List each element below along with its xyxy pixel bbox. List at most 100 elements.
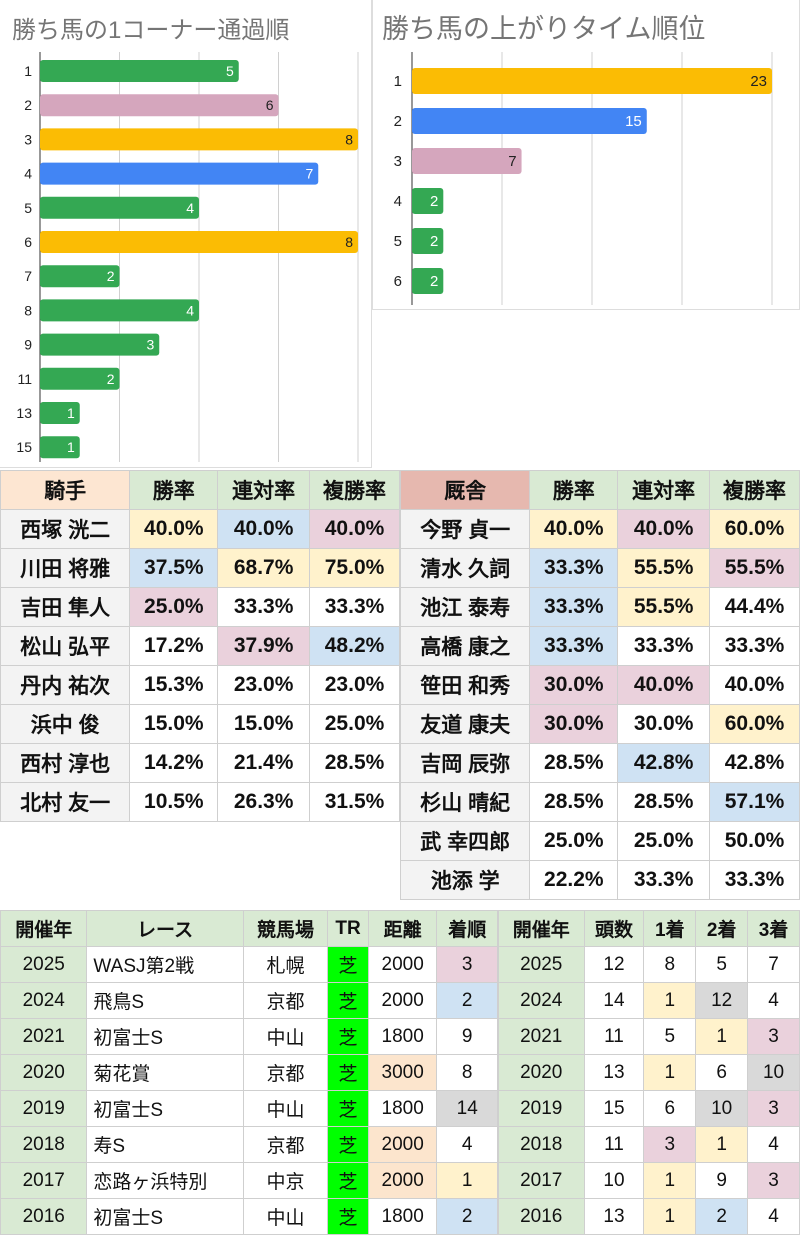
second-place-cell: 2	[695, 1198, 749, 1235]
table-row: 北村 友一 10.5% 26.3% 31.5%	[0, 782, 400, 822]
header-row: 厩舎 勝率 連対率 複勝率	[399, 470, 800, 510]
column-header: 勝率	[529, 470, 619, 510]
jockey-table: 騎手 勝率 連対率 複勝率 西塚 洸二 40.0% 40.0% 40.0% 川田 将雅 37.5%…	[0, 470, 400, 822]
name-cell: 北村 友一	[0, 782, 131, 822]
chart-title: 勝ち馬の上がりタイム順位	[382, 14, 705, 44]
rate-cell: 33.3%	[617, 626, 711, 666]
table-row: 池添 学 22.2% 33.3% 33.3%	[399, 860, 800, 900]
category-tick-label: 4	[394, 193, 402, 210]
table-row: 2016 初富士S 中山芝 1800 2	[0, 1198, 498, 1235]
name-cell: 松山 弘平	[0, 626, 131, 666]
distance-cell: 2000	[367, 982, 438, 1019]
data-label: 7	[508, 153, 516, 170]
distance-cell: 3000	[367, 1054, 438, 1091]
rate-cell: 25.0%	[309, 704, 400, 744]
header-row: 開催年 頭数 1着 2着 3着	[498, 910, 800, 947]
bar	[40, 333, 160, 356]
table-row: 吉田 隼人 25.0% 33.3% 33.3%	[0, 587, 400, 627]
first-place-cell: 6	[643, 1090, 697, 1127]
table-row: 池江 泰寿 33.3% 55.5% 44.4%	[399, 587, 800, 627]
rate-cell: 30.0%	[529, 704, 619, 744]
name-cell: 今野 貞一	[399, 509, 531, 549]
first-place-cell: 1	[643, 1054, 697, 1091]
race-history-table: 開催年 レース 競馬場 TR 距離 着順 2025 WASJ第2戦 札幌芝 2000 3 2024 飛鳥…	[0, 910, 498, 1235]
finish-position-cell: 9	[436, 1018, 498, 1055]
race-name-cell: WASJ第2戦	[86, 946, 244, 983]
rate-cell: 60.0%	[709, 509, 800, 549]
track-type-cell: 芝	[327, 1054, 369, 1091]
data-label: 5	[226, 63, 234, 79]
course-cell: 京都	[242, 982, 329, 1019]
distance-cell: 1800	[367, 1018, 438, 1055]
category-tick-label: 2	[394, 113, 402, 130]
rate-cell: 26.3%	[217, 782, 311, 822]
table-row: 丹内 祐次 15.3% 23.0% 23.0%	[0, 665, 400, 705]
category-tick-label: 1	[24, 63, 32, 79]
name-cell: 友道 康夫	[399, 704, 531, 744]
year-cell: 2025	[0, 946, 88, 983]
table-row: 友道 康夫 30.0% 30.0% 60.0%	[399, 704, 800, 744]
rate-cell: 23.0%	[217, 665, 311, 705]
rate-cell: 55.5%	[709, 548, 800, 588]
first-place-cell: 5	[643, 1018, 697, 1055]
table-row: 2016 13 1 2 4	[498, 1198, 800, 1235]
bar	[40, 162, 319, 185]
data-label: 2	[430, 273, 438, 290]
rate-cell: 55.5%	[617, 587, 711, 627]
second-place-cell: 6	[695, 1054, 749, 1091]
column-header: 着順	[436, 910, 498, 947]
course-cell: 中山	[242, 1198, 329, 1235]
track-type-cell: 芝	[327, 1198, 369, 1235]
rate-cell: 40.0%	[617, 665, 711, 705]
bar	[40, 299, 199, 322]
year-cell: 2018	[498, 1126, 585, 1163]
category-tick-label: 1	[394, 73, 402, 90]
category-tick-label: 6	[24, 234, 32, 250]
bar	[40, 231, 358, 253]
rate-cell: 30.0%	[529, 665, 619, 705]
name-cell: 杉山 晴紀	[399, 782, 531, 822]
category-tick-label: 2	[24, 97, 32, 113]
rate-cell: 37.9%	[217, 626, 311, 666]
year-cell: 2020	[0, 1054, 88, 1091]
year-cell: 2019	[498, 1090, 585, 1127]
data-label: 4	[186, 200, 194, 216]
column-header: 2着	[695, 910, 749, 947]
name-cell: 武 幸四郎	[399, 821, 531, 861]
name-cell: 川田 将雅	[0, 548, 131, 588]
bar	[412, 228, 444, 254]
table-row: 2018 11 3 1 4	[498, 1126, 800, 1163]
rate-cell: 23.0%	[309, 665, 400, 705]
column-header: 開催年	[498, 910, 585, 947]
bar	[412, 148, 522, 174]
first-place-cell: 1	[643, 1198, 697, 1235]
course-cell: 京都	[242, 1126, 329, 1163]
data-label: 3	[146, 337, 154, 353]
data-label: 2	[430, 233, 438, 250]
rate-cell: 28.5%	[529, 782, 619, 822]
third-place-cell: 10	[747, 1054, 800, 1091]
name-cell: 丹内 祐次	[0, 665, 131, 705]
rate-cell: 17.2%	[129, 626, 219, 666]
runners-cell: 14	[583, 982, 645, 1019]
rate-cell: 33.3%	[217, 587, 311, 627]
category-tick-label: 4	[24, 166, 32, 182]
distance-cell: 2000	[367, 946, 438, 983]
rate-cell: 40.0%	[309, 509, 400, 549]
third-place-cell: 4	[747, 1198, 800, 1235]
track-type-cell: 芝	[327, 982, 369, 1019]
chart-final-time-rank: 勝ち馬の上がりタイム順位 1 23 2 15 3 7 4 2 5 2 6 2	[382, 14, 773, 305]
race-name-cell: 初富士S	[86, 1198, 244, 1235]
bar	[412, 268, 444, 294]
track-type-cell: 芝	[327, 946, 369, 983]
column-header: 連対率	[617, 470, 711, 510]
year-cell: 2017	[498, 1162, 585, 1199]
table-row: 2024 飛鳥S 京都芝 2000 2	[0, 982, 498, 1019]
track-type-cell: 芝	[327, 1126, 369, 1163]
bar	[40, 402, 80, 424]
distance-cell: 1800	[367, 1090, 438, 1127]
year-cell: 2016	[498, 1198, 585, 1235]
table-row: 2025 WASJ第2戦 札幌芝 2000 3	[0, 946, 498, 983]
bar	[40, 60, 239, 82]
